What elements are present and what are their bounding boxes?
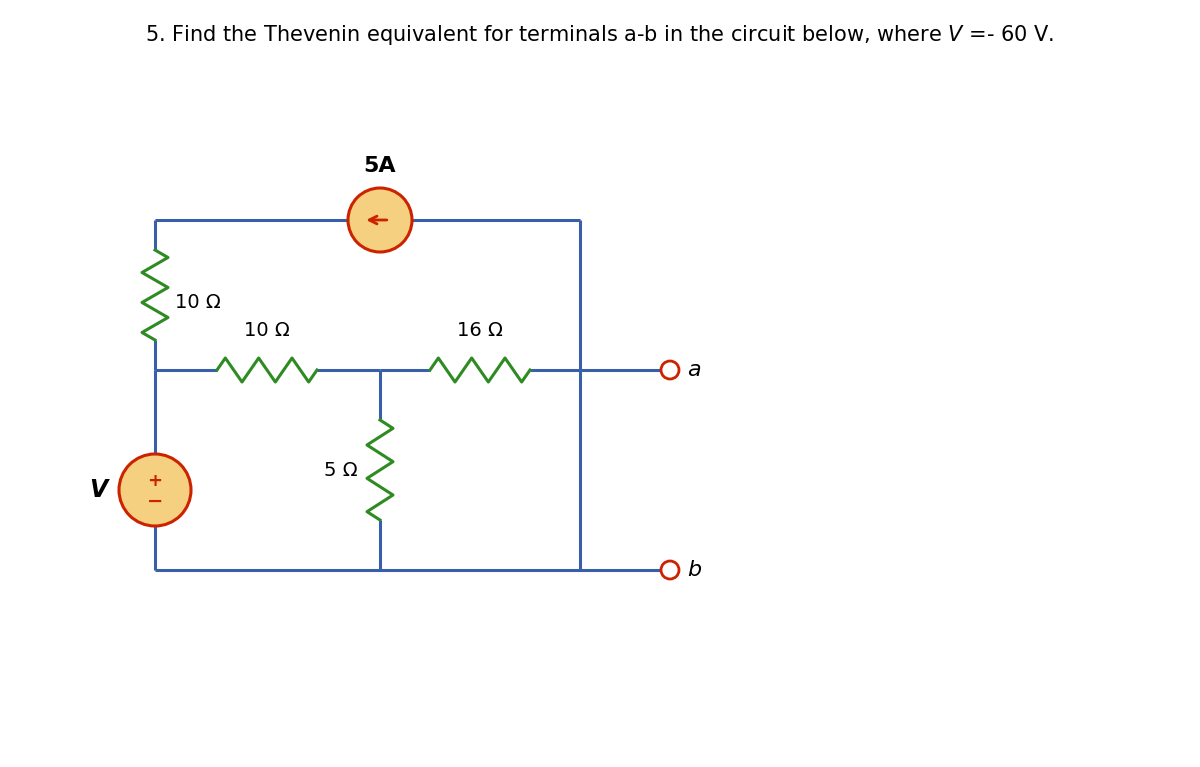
Text: a: a [686, 360, 701, 380]
Text: V: V [89, 478, 107, 502]
Text: −: − [146, 492, 163, 511]
Circle shape [119, 454, 191, 526]
Text: 5A: 5A [364, 156, 396, 176]
Circle shape [348, 188, 412, 252]
Text: 10 Ω: 10 Ω [175, 294, 221, 312]
Text: 16 Ω: 16 Ω [457, 321, 503, 340]
Text: b: b [686, 560, 701, 580]
Text: +: + [148, 472, 162, 490]
Text: 10 Ω: 10 Ω [244, 321, 290, 340]
Text: 5. Find the Thevenin equivalent for terminals a-b in the circuit below, where $V: 5. Find the Thevenin equivalent for term… [145, 23, 1055, 47]
Text: 5 Ω: 5 Ω [324, 460, 358, 479]
